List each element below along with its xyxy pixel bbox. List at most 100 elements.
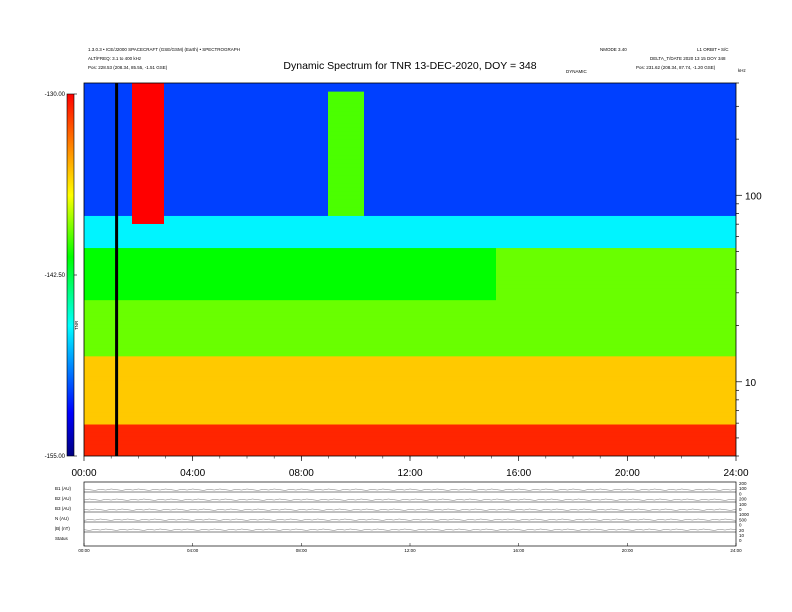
heatmap-cell — [84, 307, 89, 313]
heatmap-cell — [160, 335, 165, 341]
heatmap-cell — [128, 207, 133, 212]
heatmap-cell — [200, 351, 205, 357]
heatmap-cell — [292, 143, 297, 148]
heatmap-cell — [248, 411, 253, 417]
heatmap-cell — [88, 319, 93, 325]
heatmap-cell — [120, 155, 125, 160]
heatmap-cell — [160, 427, 165, 433]
heatmap-cell — [88, 299, 93, 305]
heatmap-cell — [96, 415, 101, 421]
heatmap-cell — [96, 411, 101, 417]
heatmap-cell — [176, 127, 181, 132]
heatmap-cell — [288, 199, 293, 204]
heatmap-cell — [284, 143, 289, 148]
heatmap-cell — [188, 119, 193, 124]
heatmap-cell — [180, 407, 185, 413]
heatmap-cell — [252, 211, 257, 216]
heatmap-cell — [192, 363, 197, 369]
heatmap-cell — [148, 167, 153, 172]
heatmap-cell — [276, 319, 281, 325]
heatmap-cell — [84, 283, 89, 289]
heatmap-cell — [284, 115, 289, 120]
heatmap-cell — [180, 263, 185, 269]
heatmap-cell — [160, 267, 165, 273]
heatmap-cell — [96, 139, 101, 144]
heatmap-cell — [112, 363, 117, 369]
heatmap-cell — [296, 263, 301, 269]
heatmap-cell — [276, 295, 281, 301]
heatmap-cell — [284, 335, 289, 341]
heatmap-cell — [104, 367, 109, 373]
heatmap-cell — [168, 139, 173, 144]
heatmap-cell — [188, 199, 193, 204]
heatmap-cell — [160, 203, 165, 208]
heatmap-cell — [168, 283, 173, 289]
heatmap-cell — [164, 183, 169, 188]
heatmap-cell — [112, 339, 117, 345]
heatmap-cell — [212, 255, 217, 261]
heatmap-cell — [284, 343, 289, 349]
heatmap-cell — [280, 179, 285, 184]
heatmap-cell — [96, 451, 101, 456]
heatmap-cell — [232, 447, 237, 453]
heatmap-cell — [260, 431, 265, 437]
heatmap-cell — [232, 391, 237, 397]
heatmap-cell — [96, 355, 101, 361]
heatmap-cell — [220, 347, 225, 353]
heatmap-cell — [240, 423, 245, 429]
heatmap-cell — [180, 335, 185, 341]
heatmap-cell — [296, 387, 301, 393]
heatmap-cell — [192, 159, 197, 164]
heatmap-cell — [180, 331, 185, 337]
heatmap-cell — [224, 159, 229, 164]
heatmap-cell — [292, 115, 297, 120]
heatmap-cell — [212, 327, 217, 333]
heatmap-cell — [292, 91, 297, 96]
heatmap-cell — [204, 431, 209, 437]
heatmap-cell — [268, 347, 273, 353]
heatmap-cell — [144, 179, 149, 184]
heatmap-cell — [280, 215, 285, 220]
heatmap-cell — [168, 155, 173, 160]
heatmap-cell — [280, 95, 285, 100]
heatmap-cell — [200, 419, 205, 425]
heatmap-cell — [260, 271, 265, 277]
heatmap-cell — [184, 275, 189, 281]
heatmap-cell — [236, 387, 241, 393]
heatmap-cell — [200, 295, 205, 301]
heatmap-cell — [92, 291, 97, 297]
header-info-right-1b: L1 ORBIT • S/C — [697, 47, 729, 52]
heatmap-cell — [228, 199, 233, 204]
heatmap-cell — [252, 299, 257, 305]
heatmap-cell — [180, 219, 185, 224]
heatmap-cell — [176, 95, 181, 100]
heatmap-cell — [164, 159, 169, 164]
heatmap-cell — [128, 263, 133, 269]
heatmap-cell — [268, 275, 273, 281]
heatmap-cell — [204, 187, 209, 192]
heatmap-cell — [128, 431, 133, 437]
heatmap-cell — [276, 423, 281, 429]
heatmap-cell — [276, 95, 281, 100]
heatmap-cell — [240, 303, 245, 309]
heatmap-cell — [260, 151, 265, 156]
heatmap-cell — [284, 447, 289, 453]
heatmap-cell — [236, 451, 241, 456]
heatmap-cell — [104, 267, 109, 273]
heatmap-cell — [176, 331, 181, 337]
heatmap-cell — [192, 107, 197, 112]
heatmap-cell — [148, 311, 153, 317]
heatmap-cell — [92, 159, 97, 164]
heatmap-cell — [172, 215, 177, 220]
heatmap-cell — [252, 231, 257, 237]
heatmap-cell — [116, 411, 121, 417]
heatmap-cell — [100, 451, 105, 456]
heatmap-cell — [124, 247, 129, 253]
heatmap-cell — [244, 215, 249, 220]
heatmap-cell — [168, 119, 173, 124]
heatmap-cell — [120, 311, 125, 317]
heatmap-cell — [188, 383, 193, 389]
heatmap-cell — [124, 127, 129, 132]
heatmap-cell — [88, 311, 93, 317]
heatmap-cell — [156, 299, 161, 305]
